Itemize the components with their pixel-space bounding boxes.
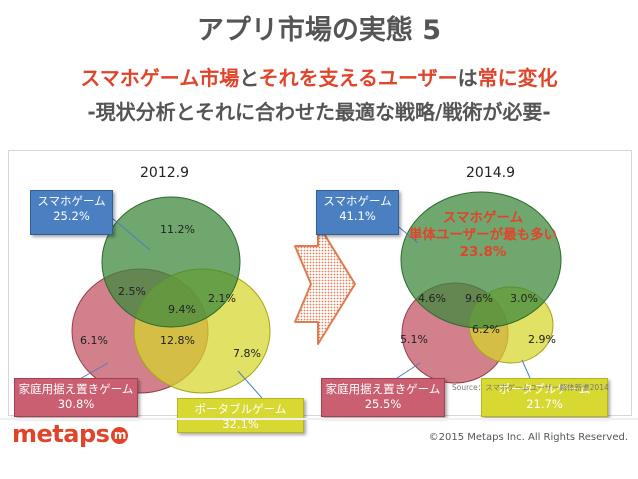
page-title: アプリ市場の実態 5: [196, 15, 442, 46]
right-smartphone-circle: [400, 191, 562, 329]
left-smart-portable-value: 2.1%: [208, 292, 236, 305]
right-smart-portable-value: 3.0%: [510, 292, 538, 305]
left-smartphone-connector: [111, 217, 151, 251]
headline-part3: それを支えるユーザー: [258, 66, 458, 90]
right-all-three-value: 9.6%: [465, 292, 493, 305]
left-home-portable-value: 12.8%: [160, 334, 195, 347]
headline: スマホゲーム市場とそれを支えるユーザーは常に変化: [0, 62, 638, 91]
metaps-logo: metaps m: [12, 420, 129, 448]
left-home-label: 家庭用据え置きゲーム 30.8%: [14, 378, 138, 417]
left-smartphone-label: スマホゲーム 25.2%: [30, 190, 113, 235]
right-smart-home-value: 4.6%: [418, 292, 446, 305]
right-year: 2014.9: [466, 165, 515, 181]
source-note: Source：スマホゲームユーザー解体新書2014: [452, 383, 609, 392]
right-callout: スマホゲーム 単体ユーザーが最も多い 23.8%: [408, 210, 558, 260]
left-portable-label: ポータブルゲーム 32.1%: [177, 398, 304, 433]
left-portable-connector: [237, 370, 263, 399]
headline-part4: は: [457, 66, 478, 90]
left-smartphone-only-value: 11.2%: [160, 223, 195, 236]
right-home-connector: [393, 362, 421, 381]
left-home-only-value: 6.1%: [80, 334, 108, 347]
right-home-only-value: 5.1%: [400, 333, 428, 346]
footer-divider: [0, 418, 638, 420]
right-venn: [400, 191, 562, 384]
left-venn: [71, 196, 271, 394]
logo-mark-icon: m: [111, 426, 129, 444]
right-portable-only-value: 2.9%: [528, 333, 556, 346]
right-home-portable-value: 6.2%: [472, 323, 500, 336]
left-portable-only-value: 7.8%: [233, 347, 261, 360]
copyright: ©2015 Metaps Inc. All Rights Reserved.: [428, 432, 628, 443]
headline-part1: スマホゲーム市場: [80, 66, 240, 90]
headline-part5: 常に変化: [477, 66, 558, 90]
left-all-three-value: 9.4%: [168, 303, 196, 316]
right-portable-label: ポータブルゲーム 21.7%: [481, 378, 608, 417]
right-smartphone-label: スマホゲーム 41.1%: [316, 190, 399, 235]
right-home-label: 家庭用据え置きゲーム 25.5%: [321, 378, 445, 417]
subline: -現状分析とそれに合わせた最適な戦略/戦術が必要-: [87, 100, 551, 124]
transition-arrow: [294, 223, 356, 345]
left-smart-home-value: 2.5%: [118, 285, 146, 298]
left-year: 2012.9: [140, 165, 189, 181]
left-smartphone-circle: [101, 196, 241, 328]
logo-text: metaps: [12, 420, 110, 448]
left-home-connector: [77, 362, 109, 381]
headline-part2: と: [239, 66, 259, 90]
